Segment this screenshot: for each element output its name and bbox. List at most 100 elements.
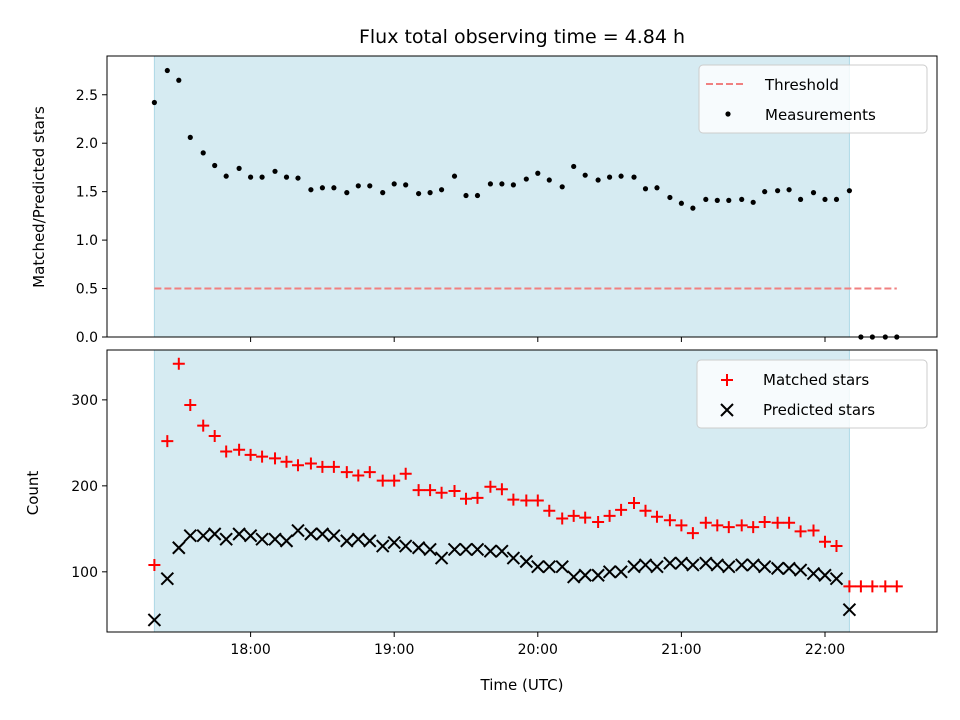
measurement-point <box>187 134 193 140</box>
matched-star-point <box>327 460 340 473</box>
count-plot-frame <box>106 349 938 633</box>
measurement-point <box>797 196 804 203</box>
predicted-star-point <box>351 532 366 546</box>
ratio-y-axis-label: Matched/Predicted stars <box>30 106 48 288</box>
measurement-point <box>775 188 781 194</box>
matched-stars-legend-swatch <box>721 374 733 386</box>
matched-star-point <box>818 535 831 548</box>
measurement-point <box>822 196 828 203</box>
measurement-point <box>546 177 552 183</box>
matched-star-point <box>184 399 197 412</box>
matched-star-point <box>735 519 748 532</box>
predicted-star-point <box>327 528 341 543</box>
predicted-star-point <box>793 563 808 577</box>
predicted-star-point <box>638 558 653 572</box>
matched-star-point <box>531 494 544 507</box>
matched-star-point <box>520 494 533 507</box>
measurement-point <box>223 173 229 179</box>
measurement-point <box>499 181 505 187</box>
count-legend: Matched stars Predicted stars <box>696 359 928 429</box>
measurement-point <box>535 170 541 176</box>
measurement-point <box>582 172 588 178</box>
threshold-legend-label: Threshold <box>764 76 839 94</box>
predicted-star-point <box>627 559 641 574</box>
matched-star-point <box>459 492 472 505</box>
predicted-star-point <box>207 527 222 541</box>
predicted-star-point <box>818 568 832 582</box>
matched-star-point <box>675 519 688 532</box>
measurement-point <box>463 192 469 199</box>
measurement-point <box>618 173 624 179</box>
measurement-point <box>416 190 422 197</box>
matched-star-point <box>879 580 892 593</box>
predicted-star-point <box>423 542 437 557</box>
matched-star-point <box>399 467 412 480</box>
measurement-point <box>272 168 278 174</box>
matched-star-point <box>352 469 365 482</box>
measurement-point <box>200 150 206 156</box>
matched-star-point <box>435 486 448 499</box>
measurement-point <box>559 184 565 190</box>
predicted-star-point <box>686 558 700 572</box>
predicted-star-point <box>483 544 498 558</box>
y-tick-label: 100 <box>71 565 98 581</box>
predicted-star-point <box>591 568 605 582</box>
predicted-star-point <box>699 556 713 570</box>
x-axis-label: Time (UTC) <box>480 676 564 694</box>
matched-star-point <box>686 527 699 540</box>
count-x-ticks: 18:00 19:00 20:00 21:00 22:00 <box>230 632 845 658</box>
matched-star-point <box>830 540 843 553</box>
measurement-point <box>595 177 601 183</box>
y-tick-label: 200 <box>71 479 98 495</box>
measurement-point <box>331 185 337 191</box>
measurement-point <box>487 181 494 187</box>
matched-star-point <box>699 516 712 529</box>
x-tick-label: 21:00 <box>661 642 701 658</box>
predicted-star-point <box>842 602 857 617</box>
x-tick-label: 18:00 <box>230 642 270 658</box>
ratio-x-ticks <box>250 337 826 342</box>
predicted-star-point <box>172 541 186 555</box>
predicted-star-point <box>196 528 210 543</box>
measurement-point <box>833 196 840 203</box>
matched-star-point <box>663 514 676 527</box>
predicted-star-point <box>470 542 485 557</box>
predicted-stars-legend-label: Predicted stars <box>763 401 875 419</box>
matched-star-point <box>471 491 484 504</box>
predicted-star-point <box>495 544 509 558</box>
matched-star-point <box>866 580 879 593</box>
measurement-point <box>247 174 254 180</box>
matched-star-point <box>161 435 174 448</box>
measurements-legend-label: Measurements <box>765 106 876 124</box>
predicted-star-point <box>722 559 736 574</box>
matched-star-point <box>316 460 329 473</box>
matched-star-point <box>388 474 401 487</box>
measurement-point <box>571 163 577 170</box>
count-y-axis-label: Count <box>24 471 42 516</box>
count-legend-box <box>696 359 928 429</box>
matched-star-point <box>363 466 376 479</box>
predicted-star-point <box>279 534 294 548</box>
predicted-star-point <box>315 527 330 541</box>
ratio-marks <box>151 67 900 340</box>
matched-star-point <box>854 580 867 593</box>
measurement-point <box>810 190 817 196</box>
predicted-star-point <box>363 534 377 548</box>
predicted-star-point <box>566 570 581 584</box>
y-tick-label: 2.0 <box>76 136 98 152</box>
y-tick-label: 1.5 <box>76 185 98 201</box>
measurement-point <box>667 194 673 201</box>
matched-star-point <box>291 459 304 472</box>
matched-star-point <box>172 357 185 370</box>
measurement-point <box>750 199 756 205</box>
predicted-star-point <box>398 539 413 553</box>
matched-stars-legend-label: Matched stars <box>763 371 869 389</box>
measurement-point <box>236 165 242 171</box>
predicted-star-point <box>243 528 258 543</box>
y-tick-label: 2.5 <box>76 88 98 104</box>
measurement-point <box>474 192 481 199</box>
measurement-point <box>308 187 314 193</box>
ratio-legend: Threshold Measurements <box>698 64 928 134</box>
measurement-point <box>176 77 182 83</box>
